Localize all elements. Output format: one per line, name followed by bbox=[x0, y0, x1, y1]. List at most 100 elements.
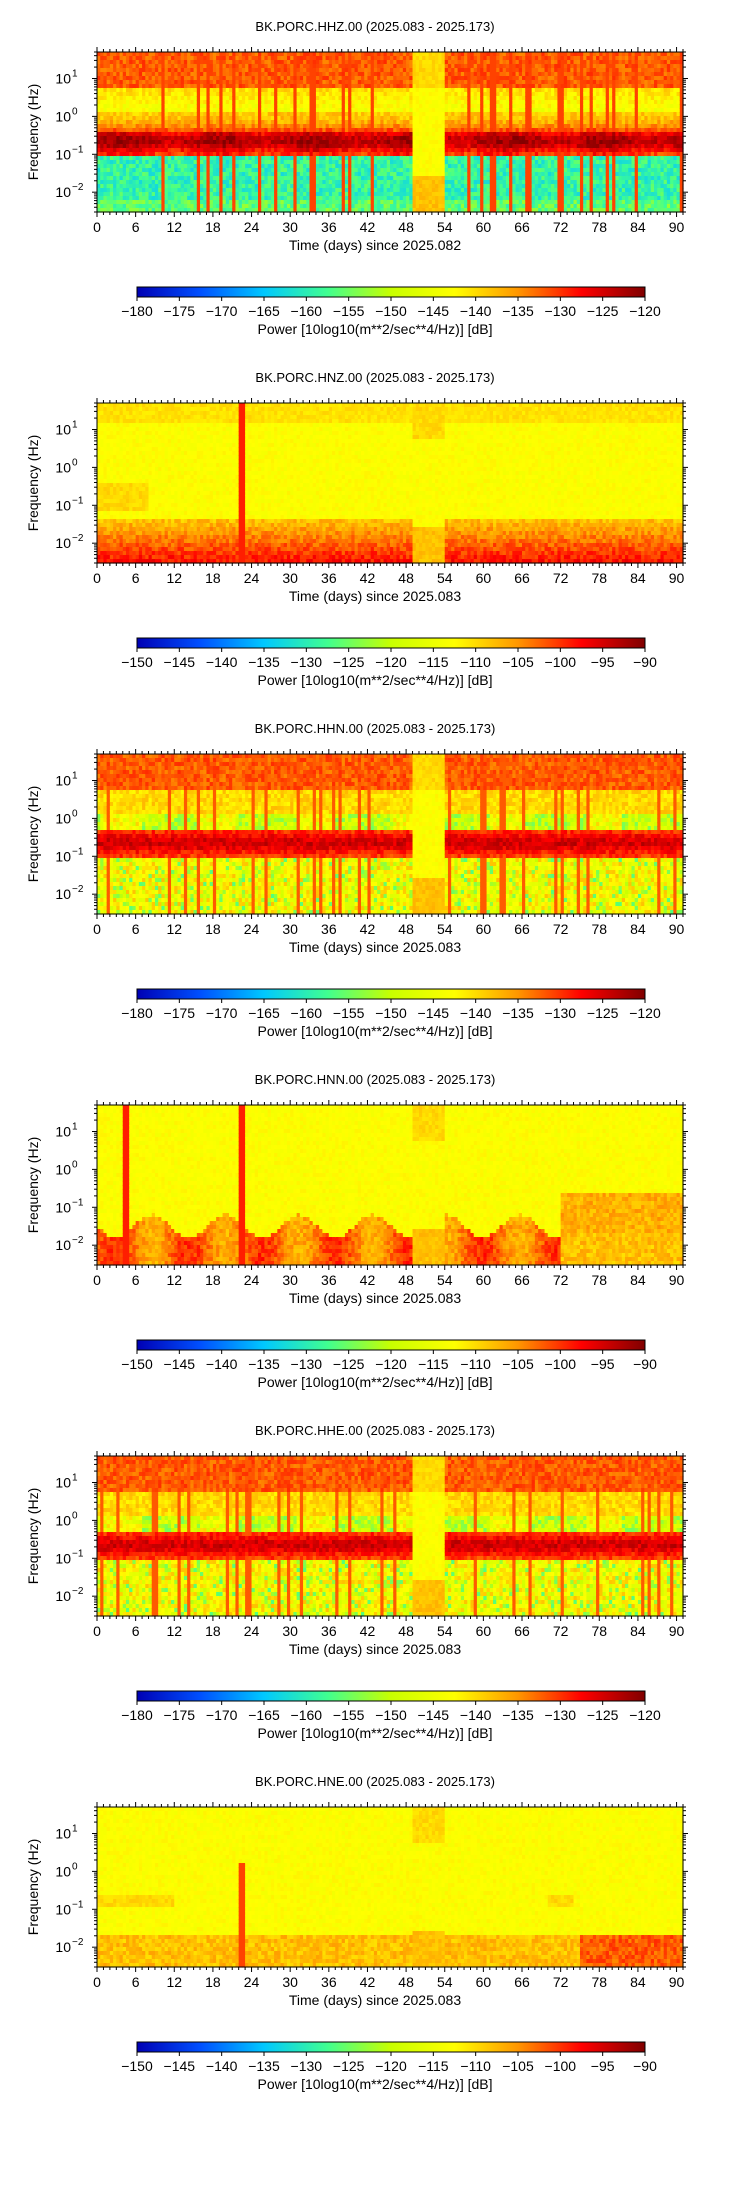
heatmap-cell bbox=[196, 120, 201, 125]
heatmap-cell bbox=[212, 164, 217, 169]
heatmap-cell bbox=[206, 200, 211, 205]
heatmap-cell bbox=[142, 144, 146, 149]
heatmap-cell bbox=[135, 104, 140, 109]
heatmap-cell bbox=[142, 84, 146, 89]
heatmap-cell bbox=[122, 108, 127, 113]
heatmap-cell bbox=[103, 64, 108, 69]
heatmap-cell bbox=[251, 156, 256, 161]
heatmap-cell bbox=[193, 208, 198, 213]
heatmap-cell bbox=[148, 144, 153, 149]
heatmap-cell bbox=[161, 196, 166, 201]
heatmap-cell bbox=[154, 84, 159, 89]
heatmap-cell bbox=[122, 200, 127, 205]
heatmap-cell bbox=[183, 196, 188, 201]
heatmap-cell bbox=[109, 112, 114, 117]
heatmap-cell bbox=[119, 60, 124, 65]
heatmap-cell bbox=[125, 192, 130, 197]
heatmap-cell bbox=[135, 92, 140, 97]
heatmap-cell bbox=[122, 116, 127, 121]
heatmap-cell bbox=[177, 204, 182, 209]
heatmap-cell bbox=[212, 72, 217, 77]
heatmap-cell bbox=[171, 172, 175, 177]
heatmap-cell bbox=[225, 204, 230, 209]
heatmap-cell bbox=[171, 88, 175, 93]
heatmap-cell bbox=[235, 64, 240, 69]
heatmap-cell bbox=[151, 148, 156, 153]
heatmap-cell bbox=[187, 168, 191, 173]
heatmap-cell bbox=[109, 208, 114, 213]
heatmap-cell bbox=[200, 104, 204, 109]
heatmap-cell bbox=[161, 52, 166, 57]
heatmap-cell bbox=[100, 136, 105, 141]
heatmap-cell bbox=[232, 84, 237, 89]
heatmap-cell bbox=[135, 188, 140, 193]
heatmap-cell bbox=[200, 156, 204, 161]
heatmap-cell bbox=[135, 96, 140, 101]
heatmap-cell bbox=[209, 172, 214, 177]
heatmap-cell bbox=[177, 164, 182, 169]
heatmap-cell bbox=[225, 180, 230, 185]
heatmap-cell bbox=[174, 128, 179, 133]
heatmap-cell bbox=[174, 160, 179, 165]
heatmap-cell bbox=[174, 96, 179, 101]
heatmap-cell bbox=[232, 208, 237, 213]
heatmap-cell bbox=[109, 108, 114, 113]
heatmap-cell bbox=[212, 180, 217, 185]
heatmap-cell bbox=[200, 148, 204, 153]
heatmap-cell bbox=[138, 176, 143, 181]
heatmap-cell bbox=[183, 80, 188, 85]
heatmap-cell bbox=[229, 204, 233, 209]
heatmap-cell bbox=[122, 92, 127, 97]
heatmap-cell bbox=[177, 132, 182, 137]
heatmap-cell bbox=[171, 144, 175, 149]
heatmap-cell bbox=[229, 52, 233, 57]
heatmap-cell bbox=[116, 64, 121, 69]
heatmap-cell bbox=[116, 148, 121, 153]
heatmap-cell bbox=[167, 208, 172, 213]
heatmap-cell bbox=[248, 96, 253, 101]
heatmap-cell bbox=[122, 96, 127, 101]
heatmap-cell bbox=[177, 160, 182, 165]
heatmap-cell bbox=[119, 64, 124, 69]
heatmap-cell bbox=[251, 208, 256, 213]
heatmap-cell bbox=[193, 52, 198, 57]
heatmap-cell bbox=[109, 56, 114, 61]
heatmap-cell bbox=[125, 68, 130, 73]
heatmap-cell bbox=[174, 148, 179, 153]
heatmap-cell bbox=[241, 140, 246, 145]
heatmap-cell bbox=[158, 124, 162, 129]
heatmap-cell bbox=[129, 52, 134, 57]
heatmap-cell bbox=[235, 204, 240, 209]
heatmap-cell bbox=[106, 76, 111, 81]
heatmap-cell bbox=[158, 184, 162, 189]
heatmap-cell bbox=[138, 180, 143, 185]
heatmap-cell bbox=[167, 92, 172, 97]
heatmap-cell bbox=[158, 152, 162, 157]
heatmap-cell bbox=[219, 52, 224, 57]
heatmap-cell bbox=[183, 200, 188, 205]
heatmap-cell bbox=[167, 148, 172, 153]
heatmap-cell bbox=[203, 116, 208, 121]
heatmap-cell bbox=[129, 188, 134, 193]
heatmap-cell bbox=[183, 136, 188, 141]
heatmap-cell bbox=[200, 184, 204, 189]
heatmap-cell bbox=[171, 148, 175, 153]
heatmap-cell bbox=[190, 192, 195, 197]
heatmap-cell bbox=[148, 96, 153, 101]
heatmap-cell bbox=[200, 72, 204, 77]
heatmap-cell bbox=[222, 172, 227, 177]
heatmap-cell bbox=[241, 128, 246, 133]
heatmap-cell bbox=[125, 120, 130, 125]
heatmap-cell bbox=[171, 180, 175, 185]
heatmap-cell bbox=[161, 140, 166, 145]
heatmap-cell bbox=[97, 124, 101, 129]
heatmap-cell bbox=[196, 128, 201, 133]
heatmap-cell bbox=[167, 144, 172, 149]
heatmap-cell bbox=[241, 100, 246, 105]
heatmap-cell bbox=[122, 208, 127, 213]
heatmap-cell bbox=[183, 104, 188, 109]
heatmap-cell bbox=[219, 108, 224, 113]
heatmap-cell bbox=[203, 100, 208, 105]
heatmap-cell bbox=[158, 96, 162, 101]
heatmap-cell bbox=[171, 96, 175, 101]
